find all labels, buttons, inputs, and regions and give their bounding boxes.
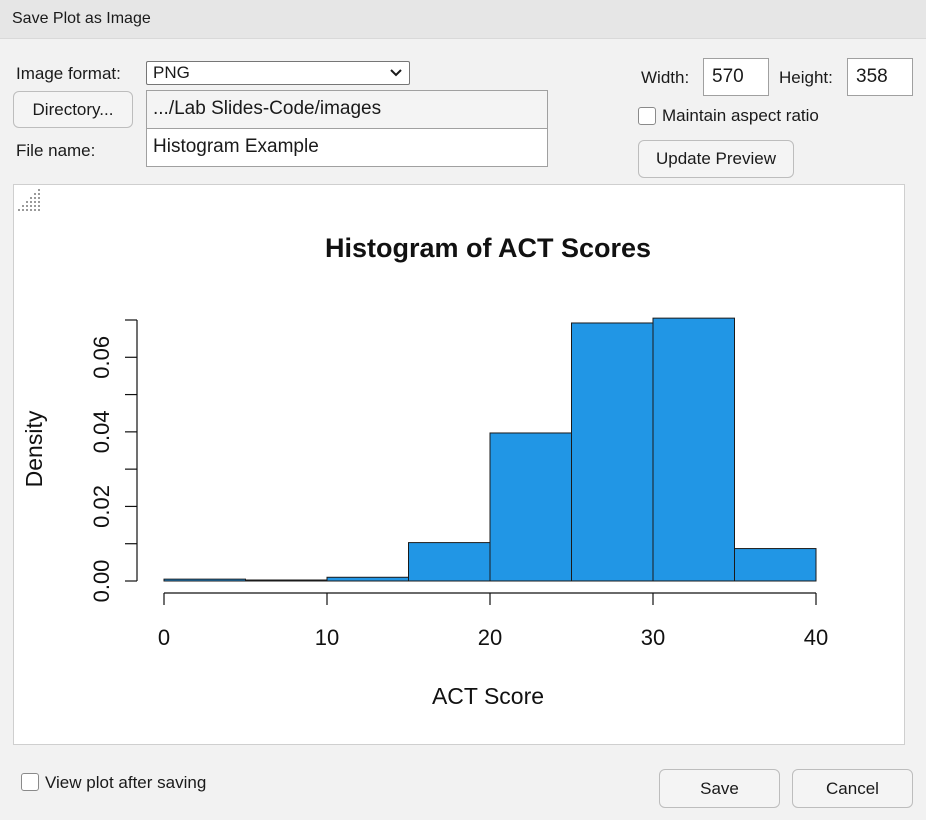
x-tick-label: 0 xyxy=(158,625,170,650)
image-format-select[interactable]: PNG xyxy=(146,61,410,85)
view-after-saving-checkbox[interactable] xyxy=(21,773,39,791)
image-format-value: PNG xyxy=(153,63,190,82)
directory-button[interactable]: Directory... xyxy=(13,91,133,128)
cancel-button[interactable]: Cancel xyxy=(792,769,913,808)
resize-grip-icon[interactable] xyxy=(14,185,44,215)
histogram-bar xyxy=(326,576,409,582)
window-title: Save Plot as Image xyxy=(12,10,151,27)
title-bar: Save Plot as Image xyxy=(0,0,926,39)
y-tick-label: 0.04 xyxy=(89,410,114,453)
x-tick-label: 30 xyxy=(641,625,665,650)
image-format-label: Image format: xyxy=(16,64,121,83)
x-tick-label: 40 xyxy=(804,625,828,650)
file-name-input[interactable]: Histogram Example xyxy=(146,128,548,167)
width-label: Width: xyxy=(641,68,690,87)
histogram-bar xyxy=(245,579,328,582)
y-tick-label: 0.06 xyxy=(89,336,114,379)
histogram-bar xyxy=(571,322,654,582)
y-axis: 0.00 0.02 0.04 0.06 xyxy=(89,319,138,603)
height-label: Height: xyxy=(779,68,833,87)
chart-title: Histogram of ACT Scores xyxy=(325,233,651,263)
x-axis-label: ACT Score xyxy=(432,683,544,709)
plot-preview: Histogram of ACT Scores ACT Score Densit… xyxy=(13,184,905,745)
maintain-aspect-checkbox[interactable] xyxy=(638,107,656,125)
histogram-bar xyxy=(489,432,572,582)
chevron-down-icon xyxy=(390,69,402,77)
height-input[interactable]: 358 xyxy=(847,58,913,96)
width-input[interactable]: 570 xyxy=(703,58,769,96)
x-tick-label: 20 xyxy=(478,625,502,650)
y-axis-label: Density xyxy=(21,410,47,487)
view-after-saving-label: View plot after saving xyxy=(45,773,207,792)
bars-group xyxy=(163,317,817,582)
file-name-label: File name: xyxy=(16,141,96,160)
histogram-bar xyxy=(652,317,735,582)
update-preview-button[interactable]: Update Preview xyxy=(638,140,794,178)
histogram-bar xyxy=(734,548,817,582)
maintain-aspect-label: Maintain aspect ratio xyxy=(662,106,819,125)
histogram-bar xyxy=(163,578,246,582)
x-axis: 0 10 20 30 40 xyxy=(158,592,828,650)
directory-path: .../Lab Slides-Code/images xyxy=(146,90,548,129)
x-tick-label: 10 xyxy=(315,625,339,650)
save-button[interactable]: Save xyxy=(659,769,780,808)
y-tick-label: 0.00 xyxy=(89,560,114,603)
histogram-bar xyxy=(408,542,491,582)
y-tick-label: 0.02 xyxy=(89,485,114,528)
histogram-chart: Histogram of ACT Scores ACT Score Densit… xyxy=(21,233,828,709)
